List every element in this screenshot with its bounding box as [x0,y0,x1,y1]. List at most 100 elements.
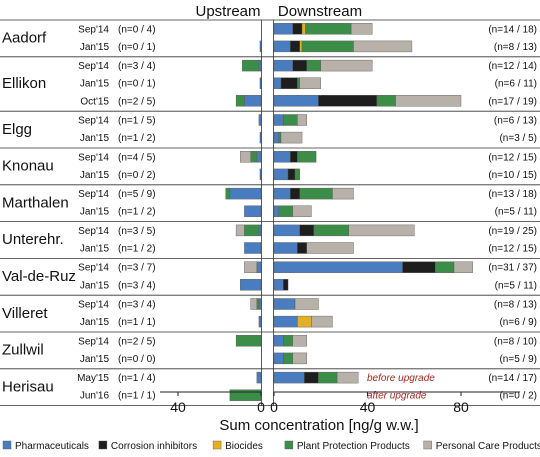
bar-downstream-personal-care-products [292,205,312,217]
bar-downstream-plant-protection-products [278,131,282,144]
n-label-upstream: (n=0 / 4) [118,24,156,35]
bar-downstream-pharmaceuticals [273,40,291,53]
bar-downstream-corrosion-inhibitors [299,224,314,237]
bar-upstream-pharmaceuticals [256,261,262,273]
n-label-downstream: (n=13 / 18) [488,189,537,200]
bar-downstream-personal-care-products [320,59,373,72]
bar-downstream-pharmaceuticals [273,224,300,237]
bar-downstream-corrosion-inhibitors [292,23,303,35]
panel-title-downstream: Downstream [278,3,362,20]
plot-area: Aadorf Sep'14 (n=0 / 4) (n=14 / 18) Jan'15 (n… [0,19,540,407]
bar-upstream-plant-protection-products [242,59,260,72]
n-label-upstream: (n=1 / 2) [118,207,156,218]
site-group: Marthalen Sep'14 (n=5 / 9) (n=13 / 18) Jan'1… [2,187,537,218]
legend-swatch [98,440,108,450]
site-label: Aadorf [2,30,47,47]
bar-downstream-corrosion-inhibitors [318,95,378,107]
bar-upstream-pharmaceuticals [259,168,262,181]
n-label-upstream: (n=0 / 0) [118,354,156,365]
date-label: Jan'15 [80,317,110,328]
bar-downstream-personal-care-products [297,114,307,126]
date-label: Sep'14 [78,24,109,35]
n-label-downstream: (n=0 / 2) [499,391,537,402]
bar-downstream-pharmaceuticals [273,77,282,89]
bar-downstream-plant-protection-products [299,187,333,200]
annotation: before upgrade [367,373,435,384]
bar-downstream-plant-protection-products [306,59,321,72]
n-label-downstream: (n=5 / 11) [495,280,537,291]
bar-downstream-personal-care-products [294,298,319,310]
n-label-upstream: (n=1 / 1) [118,391,156,402]
panel-title-upstream: Upstream [195,3,260,20]
x-axis-title: Sum concentration [ng/g w.w.] [219,417,418,434]
n-label-downstream: (n=12 / 14) [488,61,537,72]
date-label: Jun'16 [80,391,110,402]
legend-label: Personal Care Products [436,441,540,452]
site-label: Marthalen [2,194,69,211]
bar-downstream-corrosion-inhibitors [290,187,300,200]
bar-downstream-personal-care-products [350,23,373,35]
bar-downstream-plant-protection-products [297,151,317,163]
x-axis: 40 0 0 40 80 [160,391,520,415]
site-group: Elgg Sep'14 (n=1 / 5) (n=6 / 13) Jan'15 (n=1 … [2,114,537,144]
site-group: Villeret Sep'14 (n=3 / 4) (n=8 / 13) Jan'15 (… [2,298,537,328]
bar-upstream-pharmaceuticals [240,279,262,291]
bar-downstream-personal-care-products [280,131,303,144]
bar-upstream-pharmaceuticals [244,205,262,217]
bar-downstream-pharmaceuticals [273,59,293,72]
bar-upstream-personal-care-products [244,261,258,273]
bar-downstream-plant-protection-products [297,77,300,89]
n-label-upstream: (n=1 / 4) [118,373,156,384]
bar-downstream-biocides [301,23,306,35]
bar-upstream-personal-care-products [235,224,245,237]
bar-upstream-pharmaceuticals [258,59,262,72]
site-label: Val-de-Ruz [2,268,76,285]
n-label-downstream: (n=6 / 13) [494,116,537,127]
n-label-downstream: (n=14 / 17) [488,373,537,384]
bar-downstream-personal-care-products [292,352,307,365]
bar-downstream-pharmaceuticals [273,242,298,254]
bar-downstream-plant-protection-products [435,261,455,273]
bar-downstream-plant-protection-products [305,23,352,35]
x-tick-label: 0 [270,399,278,415]
bar-downstream-corrosion-inhibitors [287,168,296,181]
date-label: Jan'15 [80,79,110,90]
bar-downstream-corrosion-inhibitors [290,151,298,163]
bar-downstream-corrosion-inhibitors [304,371,319,384]
legend-label: Corrosion inhibitors [111,441,197,452]
n-label-downstream: (n=6 / 11) [495,79,537,90]
site-label: Elgg [2,121,32,138]
bar-downstream-biocides [297,315,312,328]
bar-downstream-corrosion-inhibitors [297,242,307,254]
legend-label: Pharmaceuticals [15,441,89,452]
n-label-upstream: (n=5 / 9) [118,189,156,200]
bar-upstream-pharmaceuticals [259,77,262,89]
bar-downstream-biocides [299,40,303,53]
bar-upstream-plant-protection-products [235,335,262,347]
bar-downstream-pharmaceuticals [273,205,279,217]
n-label-upstream: (n=3 / 4) [118,300,156,311]
site-label: Herisau [2,378,54,395]
bar-downstream-pharmaceuticals [273,279,284,291]
bar-downstream-plant-protection-products [283,114,298,126]
bar-downstream-plant-protection-products [376,95,396,107]
bar-upstream-pharmaceuticals [244,95,262,107]
site-label: Zullwil [2,342,44,359]
date-label: Sep'14 [78,263,109,274]
bar-upstream-plant-protection-products [250,151,258,163]
bar-downstream-corrosion-inhibitors [402,261,436,273]
bar-downstream-plant-protection-products [283,335,293,347]
legend-label: Plant Protection Products [297,441,410,452]
bar-upstream-pharmaceuticals [244,242,262,254]
n-label-upstream: (n=0 / 1) [118,42,156,53]
n-label-upstream: (n=3 / 5) [118,226,156,237]
date-label: Sep'14 [78,61,109,72]
date-label: Sep'14 [78,226,109,237]
n-label-downstream: (n=12 / 15) [488,152,537,163]
bar-upstream-plant-protection-products [225,187,231,200]
bar-upstream-pharmaceuticals [259,40,262,53]
bar-downstream-personal-care-products [336,371,359,384]
legend-swatch [284,440,294,450]
n-label-downstream: (n=19 / 25) [488,226,537,237]
